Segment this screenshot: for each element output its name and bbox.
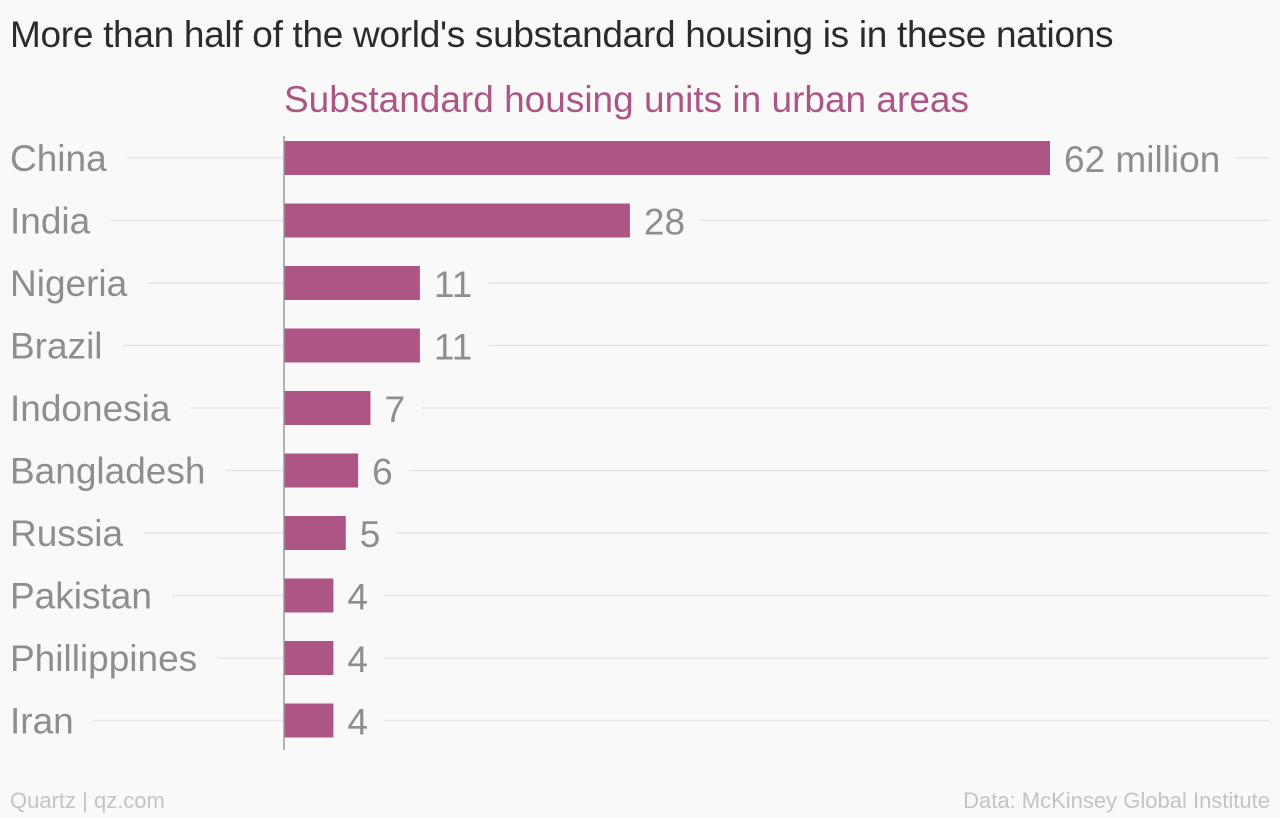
bar	[284, 266, 420, 300]
bar	[284, 641, 334, 675]
value-label: 4	[347, 702, 368, 743]
footer-source: Data: McKinsey Global Institute	[963, 788, 1270, 813]
category-label: Nigeria	[10, 263, 128, 304]
category-label: Pakistan	[10, 576, 152, 617]
value-label: 28	[644, 202, 685, 243]
value-label: 5	[360, 514, 381, 555]
category-label: Phillippines	[10, 638, 197, 679]
bars	[284, 141, 1050, 738]
value-label: 11	[434, 327, 472, 368]
gridlines	[93, 157, 1270, 722]
bar	[284, 516, 346, 550]
bar	[284, 453, 359, 488]
bar	[284, 328, 420, 363]
value-label: 6	[372, 452, 393, 493]
category-label: Bangladesh	[10, 451, 205, 492]
category-label: India	[10, 201, 91, 242]
labels: China 62 million India 28 Nigeria 11 Brazil 11 I…	[10, 138, 1220, 743]
category-label: Russia	[10, 513, 124, 554]
value-label: 4	[347, 577, 368, 618]
bar	[284, 578, 334, 613]
bar	[284, 141, 1050, 175]
value-label: 11	[434, 264, 472, 305]
category-label: Indonesia	[10, 388, 171, 429]
bar	[284, 391, 371, 425]
bar	[284, 703, 334, 738]
value-label: 4	[347, 639, 368, 680]
chart-subtitle: Substandard housing units in urban areas	[284, 79, 969, 120]
value-label: 7	[384, 389, 405, 430]
bar	[284, 203, 630, 238]
footer-credit: Quartz | qz.com	[10, 788, 165, 813]
chart-title: More than half of the world's substandar…	[10, 14, 1114, 55]
category-label: China	[10, 138, 107, 179]
value-label: 62 million	[1064, 139, 1220, 180]
category-label: Iran	[10, 701, 74, 742]
category-label: Brazil	[10, 326, 103, 367]
